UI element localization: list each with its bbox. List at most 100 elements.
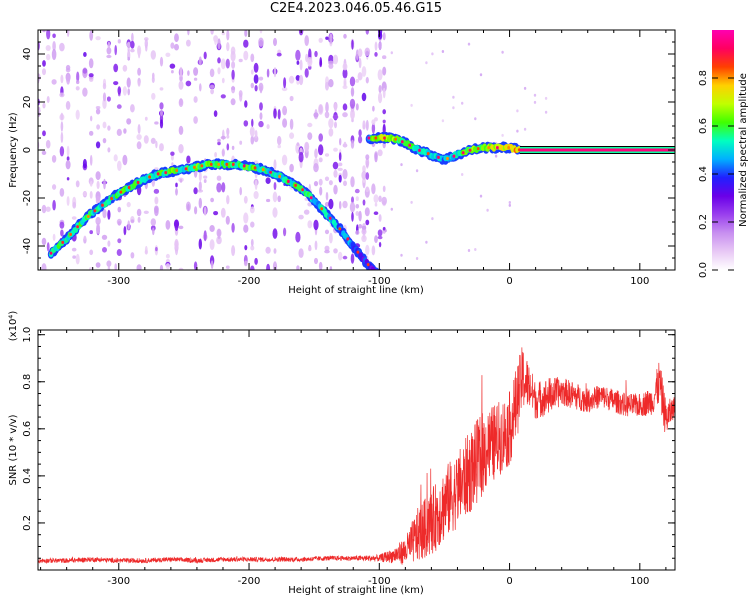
noise-speckle xyxy=(371,245,376,256)
noise-speckle xyxy=(265,177,271,184)
noise-speckle xyxy=(107,41,111,49)
noise-speckle xyxy=(318,37,323,43)
noise-speckle xyxy=(230,50,236,62)
noise-speckle xyxy=(378,30,383,37)
noise-speckle xyxy=(441,50,445,53)
noise-speckle xyxy=(193,187,198,195)
colorbar: 0.0 0.2 0.4 0.6 0.8 Normalized spectral ampl… xyxy=(698,30,749,278)
noise-speckle xyxy=(226,30,230,41)
noise-speckle xyxy=(82,191,88,197)
noise-speckle xyxy=(144,39,148,49)
noise-speckle xyxy=(250,82,254,89)
noise-speckle xyxy=(319,57,323,66)
noise-speckle xyxy=(95,216,101,226)
y-tick-label: 40 xyxy=(22,48,33,61)
noise-speckle xyxy=(231,245,236,257)
noise-speckle xyxy=(217,57,221,64)
noise-speckle xyxy=(243,39,249,48)
noise-speckle xyxy=(415,169,419,173)
noise-speckle xyxy=(382,119,386,124)
noise-speckle xyxy=(243,260,248,267)
noise-speckle xyxy=(296,142,300,147)
noise-speckle xyxy=(400,163,403,167)
trace-peak xyxy=(496,146,499,150)
noise-speckle xyxy=(106,96,111,102)
trace-peak xyxy=(269,170,272,174)
snr-panel: -300 -200 -100 0 100 0.2 0.4 0.6 0.8 1.0 Height … xyxy=(8,311,676,596)
noise-speckle xyxy=(82,87,88,97)
noise-speckle xyxy=(193,96,198,103)
noise-speckle xyxy=(250,135,255,145)
noise-speckle xyxy=(282,118,288,128)
trace-peak xyxy=(76,225,79,229)
noise-speckle xyxy=(254,85,258,92)
noise-speckle xyxy=(226,143,230,151)
trace-peak xyxy=(366,263,370,267)
noise-speckle xyxy=(362,199,366,206)
noise-speckle xyxy=(159,119,164,129)
noise-speckle xyxy=(59,146,65,157)
noise-speckle xyxy=(214,152,218,158)
noise-speckle xyxy=(358,224,363,229)
noise-speckle xyxy=(136,208,142,217)
trace-peak xyxy=(408,143,412,147)
noise-speckle xyxy=(243,50,249,61)
noise-speckle xyxy=(371,123,376,134)
noise-speckle xyxy=(516,129,519,133)
noise-speckle xyxy=(277,195,282,203)
noise-speckle xyxy=(324,111,330,119)
noise-speckle xyxy=(266,198,271,203)
noise-speckle xyxy=(371,119,376,125)
noise-speckle xyxy=(325,81,329,91)
trace-peak xyxy=(231,162,235,166)
trace-peak xyxy=(164,171,168,175)
noise-speckle xyxy=(82,68,88,74)
noise-speckle xyxy=(365,244,370,256)
noise-speckle xyxy=(107,209,111,220)
noise-speckle xyxy=(355,230,360,235)
trace-peak xyxy=(242,164,246,168)
x-tick-label: -300 xyxy=(107,576,130,587)
noise-speckle xyxy=(273,248,277,254)
trace-peak xyxy=(278,174,281,179)
noise-speckle xyxy=(250,238,254,247)
noise-speckle xyxy=(209,239,215,251)
noise-speckle xyxy=(213,110,218,117)
noise-speckle xyxy=(60,131,64,143)
noise-speckle xyxy=(169,63,176,69)
noise-speckle xyxy=(259,112,263,120)
noise-speckle xyxy=(203,230,207,242)
noise-speckle xyxy=(273,108,277,119)
noise-speckle xyxy=(71,247,77,252)
noise-speckle xyxy=(338,251,343,261)
noise-speckle xyxy=(333,147,338,152)
trace-peak xyxy=(476,147,480,151)
noise-speckle xyxy=(289,118,294,130)
noise-speckle xyxy=(41,237,47,246)
noise-speckle xyxy=(544,96,548,100)
noise-speckle xyxy=(51,79,57,85)
noise-speckle xyxy=(82,158,87,169)
noise-speckle xyxy=(113,81,119,86)
noise-speckle xyxy=(318,261,323,270)
noise-speckle xyxy=(59,92,65,98)
noise-speckle xyxy=(410,103,413,107)
noise-speckle xyxy=(107,240,111,247)
noise-speckle xyxy=(324,229,330,235)
noise-speckle xyxy=(289,132,295,139)
noise-speckle xyxy=(373,211,379,215)
noise-speckle xyxy=(281,87,288,92)
x-tick-label: 0 xyxy=(506,576,512,587)
noise-speckle xyxy=(516,109,519,113)
noise-speckle xyxy=(209,225,215,232)
noise-speckle xyxy=(213,211,219,216)
noise-speckle xyxy=(89,180,93,187)
y-tick-label: 0.6 xyxy=(22,421,33,437)
noise-speckle xyxy=(314,148,318,159)
reference-band-core xyxy=(519,148,675,152)
noise-speckle xyxy=(130,219,135,223)
noise-speckle xyxy=(501,50,504,54)
noise-speckle xyxy=(102,247,107,253)
noise-speckle xyxy=(533,100,537,104)
noise-speckle xyxy=(137,124,141,134)
